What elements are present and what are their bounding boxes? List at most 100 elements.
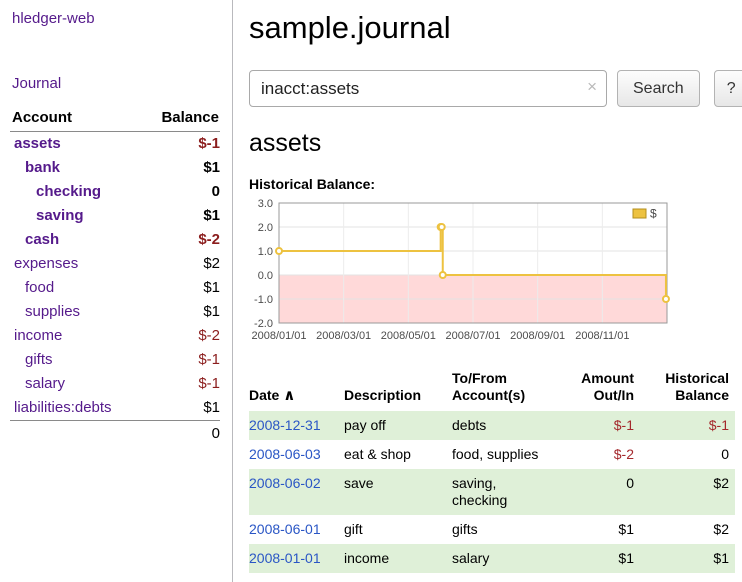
account-name-cell: salary — [10, 372, 142, 396]
transaction-description: eat & shop — [344, 446, 411, 462]
account-row: bank $1 — [10, 156, 220, 180]
transaction-date-cell: 2008-06-03 — [249, 440, 344, 469]
account-row: salary $-1 — [10, 372, 220, 396]
account-row: supplies $1 — [10, 300, 220, 324]
search-bar: × Search ? — [249, 70, 742, 107]
transaction-balance: 0 — [721, 446, 729, 462]
transaction-balance: $2 — [713, 521, 729, 537]
account-balance: $1 — [203, 399, 220, 416]
account-row: food $1 — [10, 276, 220, 300]
transaction-date-cell: 2008-06-01 — [249, 515, 344, 544]
sidebar: hledger-web Journal Account Balance asse… — [0, 0, 233, 582]
accounts-total-spacer — [10, 420, 142, 446]
accounts-table: Account Balance assets $-1 bank $1 checking 0… — [10, 106, 220, 446]
main-content: sample.journal × Search ? assets Histori… — [233, 0, 742, 582]
account-balance: $-1 — [198, 375, 220, 392]
account-name-cell: food — [10, 276, 142, 300]
account-balance: $-1 — [198, 351, 220, 368]
account-link-checking[interactable]: checking — [36, 183, 102, 200]
register-row[interactable]: 2008-01-01 income salary $1 $1 — [249, 544, 735, 573]
account-name-cell: bank — [10, 156, 142, 180]
account-balance: $-2 — [198, 327, 220, 344]
transaction-date-cell: 2008-12-31 — [249, 411, 344, 440]
account-name-cell: liabilities:debts — [10, 396, 142, 421]
account-row: liabilities:debts $1 — [10, 396, 220, 421]
chart-title: Historical Balance: — [249, 176, 376, 192]
transaction-date-cell: 2008-01-01 — [249, 544, 344, 573]
account-balance: $-2 — [198, 231, 220, 248]
account-balance: $1 — [203, 279, 220, 296]
transaction-date-link[interactable]: 2008-12-31 — [249, 417, 321, 433]
register-row[interactable]: 2008-06-02 save saving, checking 0 $2 — [249, 469, 735, 515]
svg-text:2008/03/01: 2008/03/01 — [316, 330, 371, 342]
register-row[interactable]: 2008-06-01 gift gifts $1 $2 — [249, 515, 735, 544]
sort-asc-icon: ∧ — [283, 387, 296, 404]
svg-text:3.0: 3.0 — [258, 198, 273, 210]
register-row[interactable]: 2008-12-31 pay off debts $-1 $-1 — [249, 411, 735, 440]
historical-balance-chart: 3.0 2.0 1.0 0.0 -1.0 -2.0 2008/01/01 2008/03/01… — [243, 196, 742, 354]
account-balance: 0 — [211, 183, 220, 200]
account-link-saving[interactable]: saving — [36, 207, 84, 224]
transaction-amount: $-2 — [613, 446, 634, 462]
app-brand-link[interactable]: hledger-web — [12, 10, 95, 27]
transaction-balance: $2 — [713, 475, 729, 491]
search-input[interactable] — [249, 70, 607, 107]
register-row[interactable]: 2008-06-03 eat & shop food, supplies $-2 0 — [249, 440, 735, 469]
transaction-date-link[interactable]: 2008-06-01 — [249, 521, 321, 537]
account-link-salary[interactable]: salary — [25, 375, 66, 392]
account-balance: $1 — [203, 159, 220, 176]
account-name-cell: assets — [10, 132, 142, 157]
svg-text:-2.0: -2.0 — [254, 318, 273, 330]
account-balance: $1 — [203, 303, 220, 320]
svg-text:0.0: 0.0 — [258, 270, 273, 282]
account-link-food[interactable]: food — [25, 279, 55, 296]
col-header-date[interactable]: Date ∧ — [249, 366, 344, 411]
svg-text:2008/09/01: 2008/09/01 — [510, 330, 565, 342]
transaction-balance: $-1 — [708, 417, 729, 433]
accounts-header-account: Account — [10, 106, 142, 132]
account-balance: $-1 — [198, 135, 220, 152]
account-link-income[interactable]: income — [14, 327, 63, 344]
accounts-header-row: Account Balance — [10, 106, 220, 132]
account-row: checking 0 — [10, 180, 220, 204]
accounts-total-row: 0 — [10, 420, 220, 446]
col-header-date-label: Date — [249, 387, 280, 403]
account-link-bank[interactable]: bank — [25, 159, 61, 176]
svg-text:2.0: 2.0 — [258, 222, 273, 234]
account-balance: $2 — [203, 255, 220, 272]
transaction-date-cell: 2008-06-02 — [249, 469, 344, 515]
page-title: sample.journal — [249, 10, 451, 45]
account-link-assets[interactable]: assets — [14, 135, 61, 152]
svg-text:-1.0: -1.0 — [254, 294, 273, 306]
transaction-accounts: gifts — [452, 521, 478, 537]
col-header-account: To/From Account(s) — [452, 370, 526, 403]
transaction-accounts: debts — [452, 417, 487, 433]
transaction-date-link[interactable]: 2008-01-01 — [249, 550, 321, 566]
account-link-liabilities-debts[interactable]: liabilities:debts — [14, 399, 112, 416]
transaction-amount: 0 — [626, 475, 634, 491]
transaction-balance: $1 — [713, 550, 729, 566]
account-link-gifts[interactable]: gifts — [25, 351, 53, 368]
transaction-date-link[interactable]: 2008-06-02 — [249, 475, 321, 491]
account-link-supplies[interactable]: supplies — [25, 303, 81, 320]
accounts-header-balance: Balance — [141, 106, 220, 132]
account-row: cash $-2 — [10, 228, 220, 252]
sidebar-item-journal[interactable]: Journal — [12, 75, 62, 92]
clear-search-icon[interactable]: × — [587, 77, 597, 96]
account-name-cell: gifts — [10, 348, 142, 372]
account-link-expenses[interactable]: expenses — [14, 255, 79, 272]
account-name-cell: supplies — [10, 300, 142, 324]
transaction-description: save — [344, 475, 374, 491]
account-row: gifts $-1 — [10, 348, 220, 372]
transaction-amount: $1 — [618, 521, 634, 537]
help-button[interactable]: ? — [713, 70, 742, 107]
col-header-balance: Historical Balance — [665, 370, 729, 403]
transaction-date-link[interactable]: 2008-06-03 — [249, 446, 321, 462]
account-name-cell: income — [10, 324, 142, 348]
account-link-cash[interactable]: cash — [25, 231, 60, 248]
svg-text:2008/05/01: 2008/05/01 — [381, 330, 436, 342]
svg-text:2008/07/01: 2008/07/01 — [445, 330, 500, 342]
search-button[interactable]: Search — [617, 70, 700, 107]
